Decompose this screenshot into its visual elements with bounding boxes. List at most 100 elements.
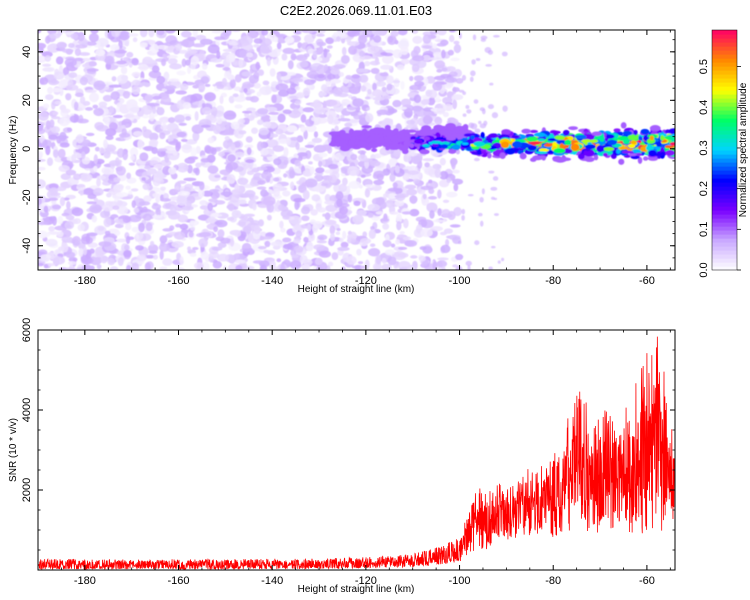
noise-speckle [376,173,384,181]
noise-speckle [109,266,119,270]
noise-speckle [192,131,200,142]
noise-speckle [384,249,395,256]
signal-blob [440,144,448,149]
noise-speckle [483,120,488,126]
noise-speckle [174,267,185,270]
noise-speckle [42,63,52,67]
noise-speckle [326,73,336,80]
noise-speckle [165,202,172,209]
noise-speckle [445,66,456,72]
noise-speckle [487,50,494,55]
noise-speckle [51,204,62,210]
noise-speckle [333,183,341,193]
noise-speckle [461,208,466,215]
colorbar: 0.0 0.1 0.2 0.3 0.4 0.5 Normalized spectral a… [698,29,749,278]
noise-speckle [96,178,101,187]
noise-speckle [288,170,296,179]
noise-speckle [348,86,361,95]
noise-speckle [38,151,44,158]
signal-blob [549,130,561,135]
signal-blob [556,139,567,145]
noise-speckle [77,223,85,232]
noise-speckle [181,58,187,68]
noise-speckle [200,157,211,163]
signal-blob [365,130,371,134]
noise-speckle [409,84,422,91]
noise-speckle [246,170,255,176]
noise-speckle [50,126,60,134]
noise-speckle [402,236,412,241]
signal-blob [501,129,511,135]
colorbar-step [712,166,737,171]
noise-speckle [342,230,347,240]
colorbar-step [712,38,737,43]
noise-speckle [123,114,135,118]
noise-speckle [261,30,269,36]
noise-speckle [397,234,405,238]
noise-speckle [433,219,446,223]
noise-speckle [487,104,494,110]
signal-blob [640,128,650,135]
noise-speckle [191,124,204,134]
noise-speckle [320,183,329,187]
noise-speckle [88,60,97,67]
noise-speckle [333,87,344,96]
noise-speckle [176,162,189,173]
noise-speckle [453,43,462,54]
noise-speckle [81,57,91,62]
noise-speckle [268,128,273,133]
colorbar-step [712,118,737,123]
noise-speckle [256,91,262,97]
noise-speckle [164,30,176,34]
signal-blob [341,132,352,140]
noise-speckle [74,92,84,98]
noise-speckle [290,249,297,257]
noise-speckle [138,201,151,206]
noise-speckle [256,141,264,152]
noise-speckle [338,183,347,193]
signal-blob [664,145,675,149]
noise-speckle [170,81,179,87]
noise-speckle [227,154,236,162]
noise-speckle [490,186,498,191]
noise-speckle [372,89,383,98]
noise-speckle [96,263,102,270]
noise-speckle [56,231,64,238]
noise-speckle [501,257,505,262]
noise-speckle [132,37,138,43]
noise-speckle [64,221,75,230]
noise-speckle [226,40,236,44]
signal-blob [649,135,654,141]
noise-speckle [325,37,335,45]
noise-speckle [195,145,201,154]
noise-speckle [492,34,500,38]
noise-speckle [364,96,371,100]
spectrogram-x-label: Height of straight line (km) [298,284,415,295]
noise-speckle [88,92,100,103]
noise-speckle [54,225,68,231]
noise-speckle [390,30,399,38]
noise-speckle [239,118,246,124]
noise-speckle [389,173,396,182]
snr-y-label: SNR (10 * v/v) [8,418,19,482]
noise-speckle [68,257,78,263]
noise-speckle [193,262,204,270]
noise-speckle [405,151,418,157]
noise-speckle [294,159,301,167]
noise-speckle [232,253,245,262]
noise-speckle [424,162,430,168]
noise-speckle [59,142,70,148]
noise-speckle [324,193,331,202]
noise-speckle [69,115,79,123]
noise-speckle [148,30,155,38]
noise-speckle [49,119,55,128]
noise-speckle [339,206,349,215]
signal-blob [399,132,405,140]
colorbar-step [712,242,737,247]
noise-speckle [318,152,328,158]
noise-speckle [290,77,304,83]
noise-speckle [192,43,206,48]
noise-speckle [204,83,211,87]
noise-speckle [93,187,104,196]
noise-speckle [38,179,46,189]
